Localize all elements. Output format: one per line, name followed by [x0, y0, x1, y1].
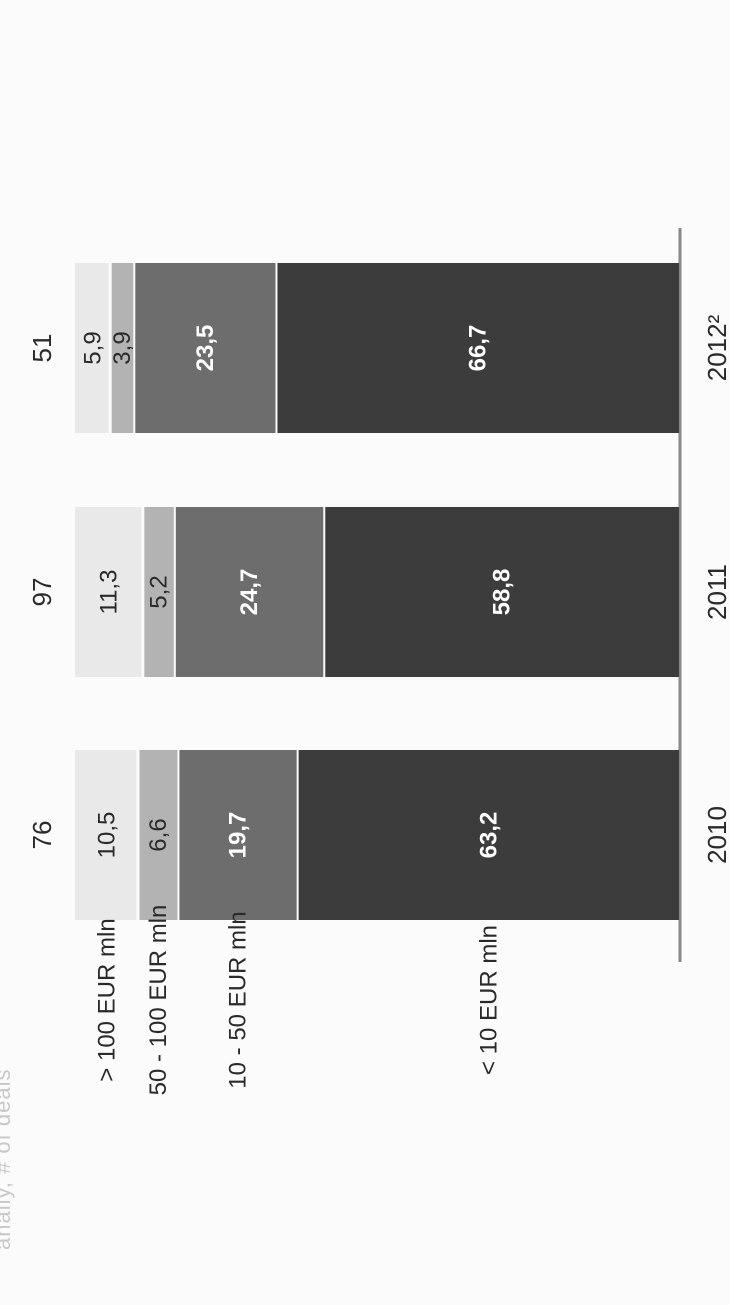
segment-value-label: 6,6: [145, 818, 172, 851]
bar-segment-3-1: [139, 750, 178, 920]
bar-segment-2-1: [179, 750, 297, 920]
bar-segment-1-1: [298, 750, 679, 920]
segment-value-label: 5,9: [79, 331, 106, 364]
bar-segment-1-2: [325, 507, 679, 677]
segment-value-label: 66,7: [465, 325, 492, 372]
segment-value-label: 19,7: [225, 812, 252, 859]
legend-label: 50 - 100 EUR mln: [145, 905, 172, 1096]
segment-value-label: 10,5: [93, 812, 120, 859]
category-label: 2012²: [702, 314, 730, 381]
bar-total-label: 97: [27, 578, 57, 607]
segment-value-label: 3,9: [109, 331, 136, 364]
bar-segment-3-3: [111, 263, 134, 433]
segment-value-label: 24,7: [236, 569, 263, 616]
bar-segment-4-1: [75, 750, 137, 920]
legend-label: > 100 EUR mln: [93, 918, 120, 1081]
bar-total-label: 76: [27, 821, 57, 850]
segment-value-label: 5,2: [146, 575, 173, 608]
category-label: 2010: [702, 806, 730, 864]
bar-segment-2-2: [175, 507, 324, 677]
segment-value-label: 58,8: [489, 569, 516, 616]
segment-value-label: 23,5: [192, 325, 219, 372]
bar-segment-3-2: [144, 507, 174, 677]
bar-segment-2-3: [135, 263, 276, 433]
segment-value-label: 63,2: [475, 812, 502, 859]
segment-value-label: 11,3: [96, 570, 123, 615]
legend-label: < 10 EUR mln: [475, 925, 502, 1075]
category-label: 2011: [702, 564, 730, 620]
legend-label: 10 - 50 EUR mln: [225, 911, 252, 1088]
bar-segment-4-2: [75, 507, 142, 677]
bar-segment-1-3: [277, 263, 679, 433]
bar-total-label: 51: [27, 334, 57, 363]
bar-segment-4-3: [75, 263, 109, 433]
